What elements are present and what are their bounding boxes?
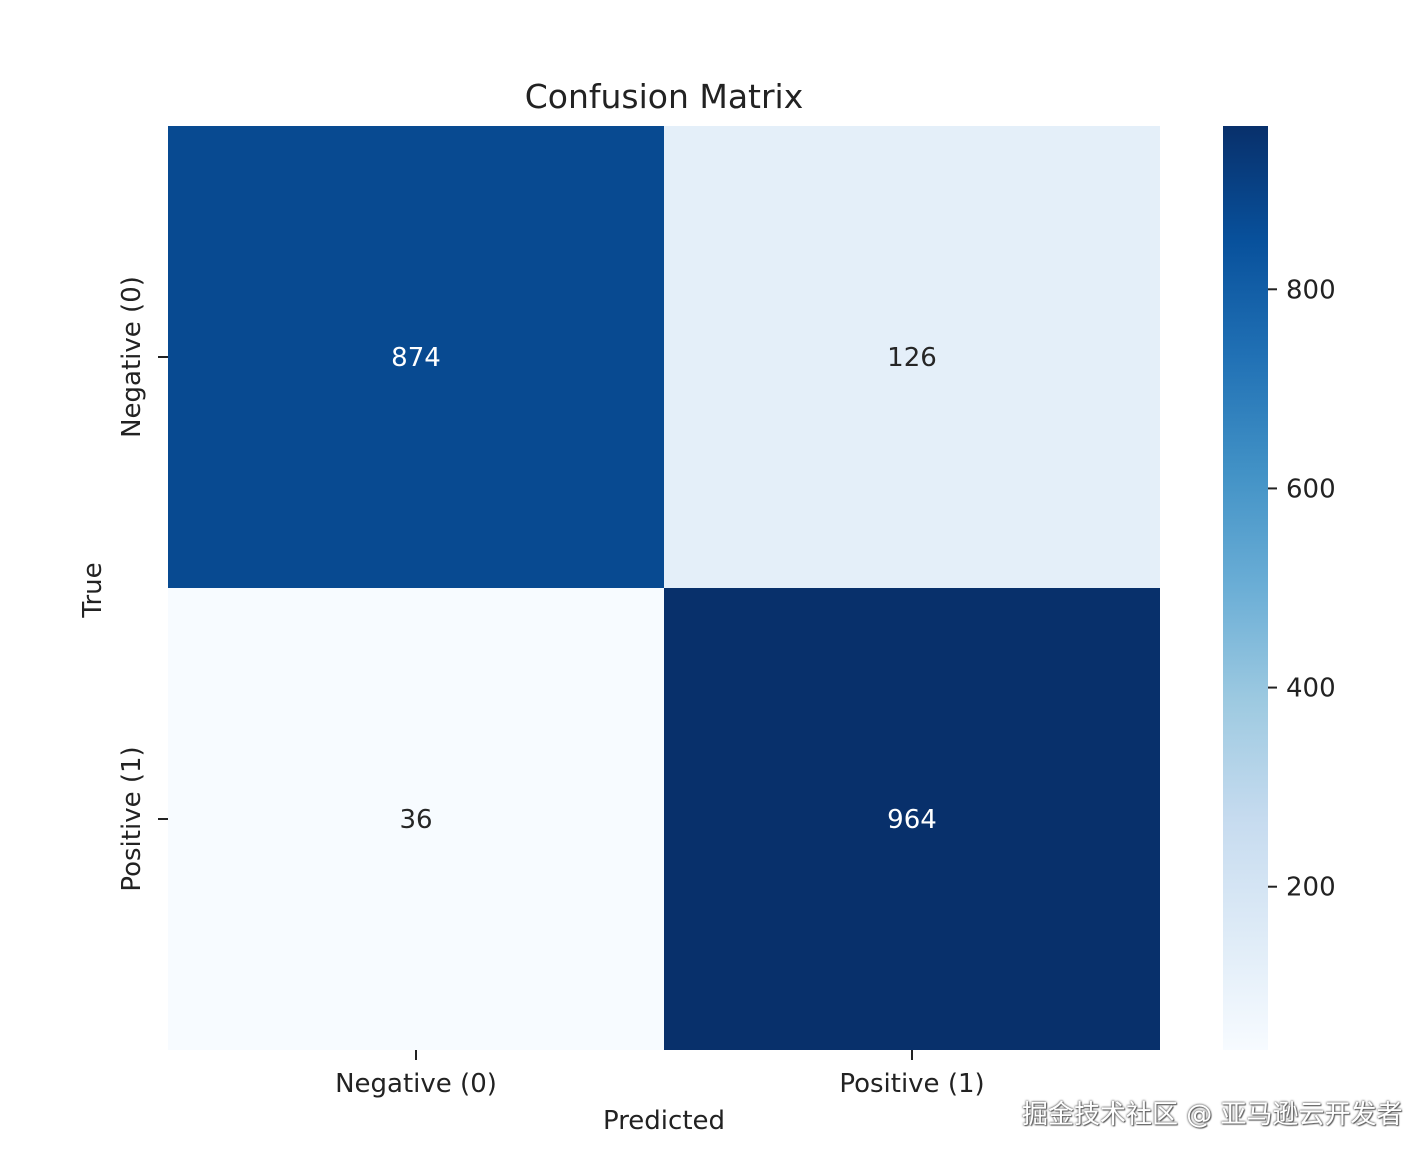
heatmap-cell-r1-c1 <box>664 588 1160 1050</box>
watermark-text: 掘金技术社区 @ 亚马逊云开发者 <box>1022 1100 1403 1130</box>
y-tick-label: Negative (0) <box>117 276 147 438</box>
y-axis-label: True <box>78 562 108 618</box>
cell-annotation-r0-c1: 126 <box>887 343 937 373</box>
heatmap-cell-r0-c1 <box>664 126 1160 588</box>
heatmap-cells <box>168 126 1160 1050</box>
heatmap-cell-r0-c0 <box>168 126 664 588</box>
y-axis: Negative (0) Positive (1) <box>117 276 168 892</box>
y-tick-label: Positive (1) <box>117 746 147 891</box>
cell-annotation-r1-c0: 36 <box>399 805 432 835</box>
colorbar: 200 400 600 800 <box>1223 126 1336 1050</box>
x-axis: Negative (0) Positive (1) <box>335 1050 985 1099</box>
colorbar-tick-label: 600 <box>1286 474 1336 504</box>
heatmap-cell-r1-c0 <box>168 588 664 1050</box>
colorbar-tick-label: 800 <box>1286 275 1336 305</box>
chart-title: Confusion Matrix <box>525 77 804 116</box>
x-tick-label: Negative (0) <box>335 1069 497 1099</box>
cell-annotations: 874 126 36 964 <box>391 343 937 835</box>
colorbar-tick-label: 400 <box>1286 674 1336 704</box>
colorbar-tick-label: 200 <box>1286 873 1336 903</box>
cell-annotation-r1-c1: 964 <box>887 805 937 835</box>
x-tick-label: Positive (1) <box>839 1069 984 1099</box>
cell-annotation-r0-c0: 874 <box>391 343 441 373</box>
x-axis-label: Predicted <box>603 1106 725 1136</box>
colorbar-gradient <box>1223 126 1268 1050</box>
